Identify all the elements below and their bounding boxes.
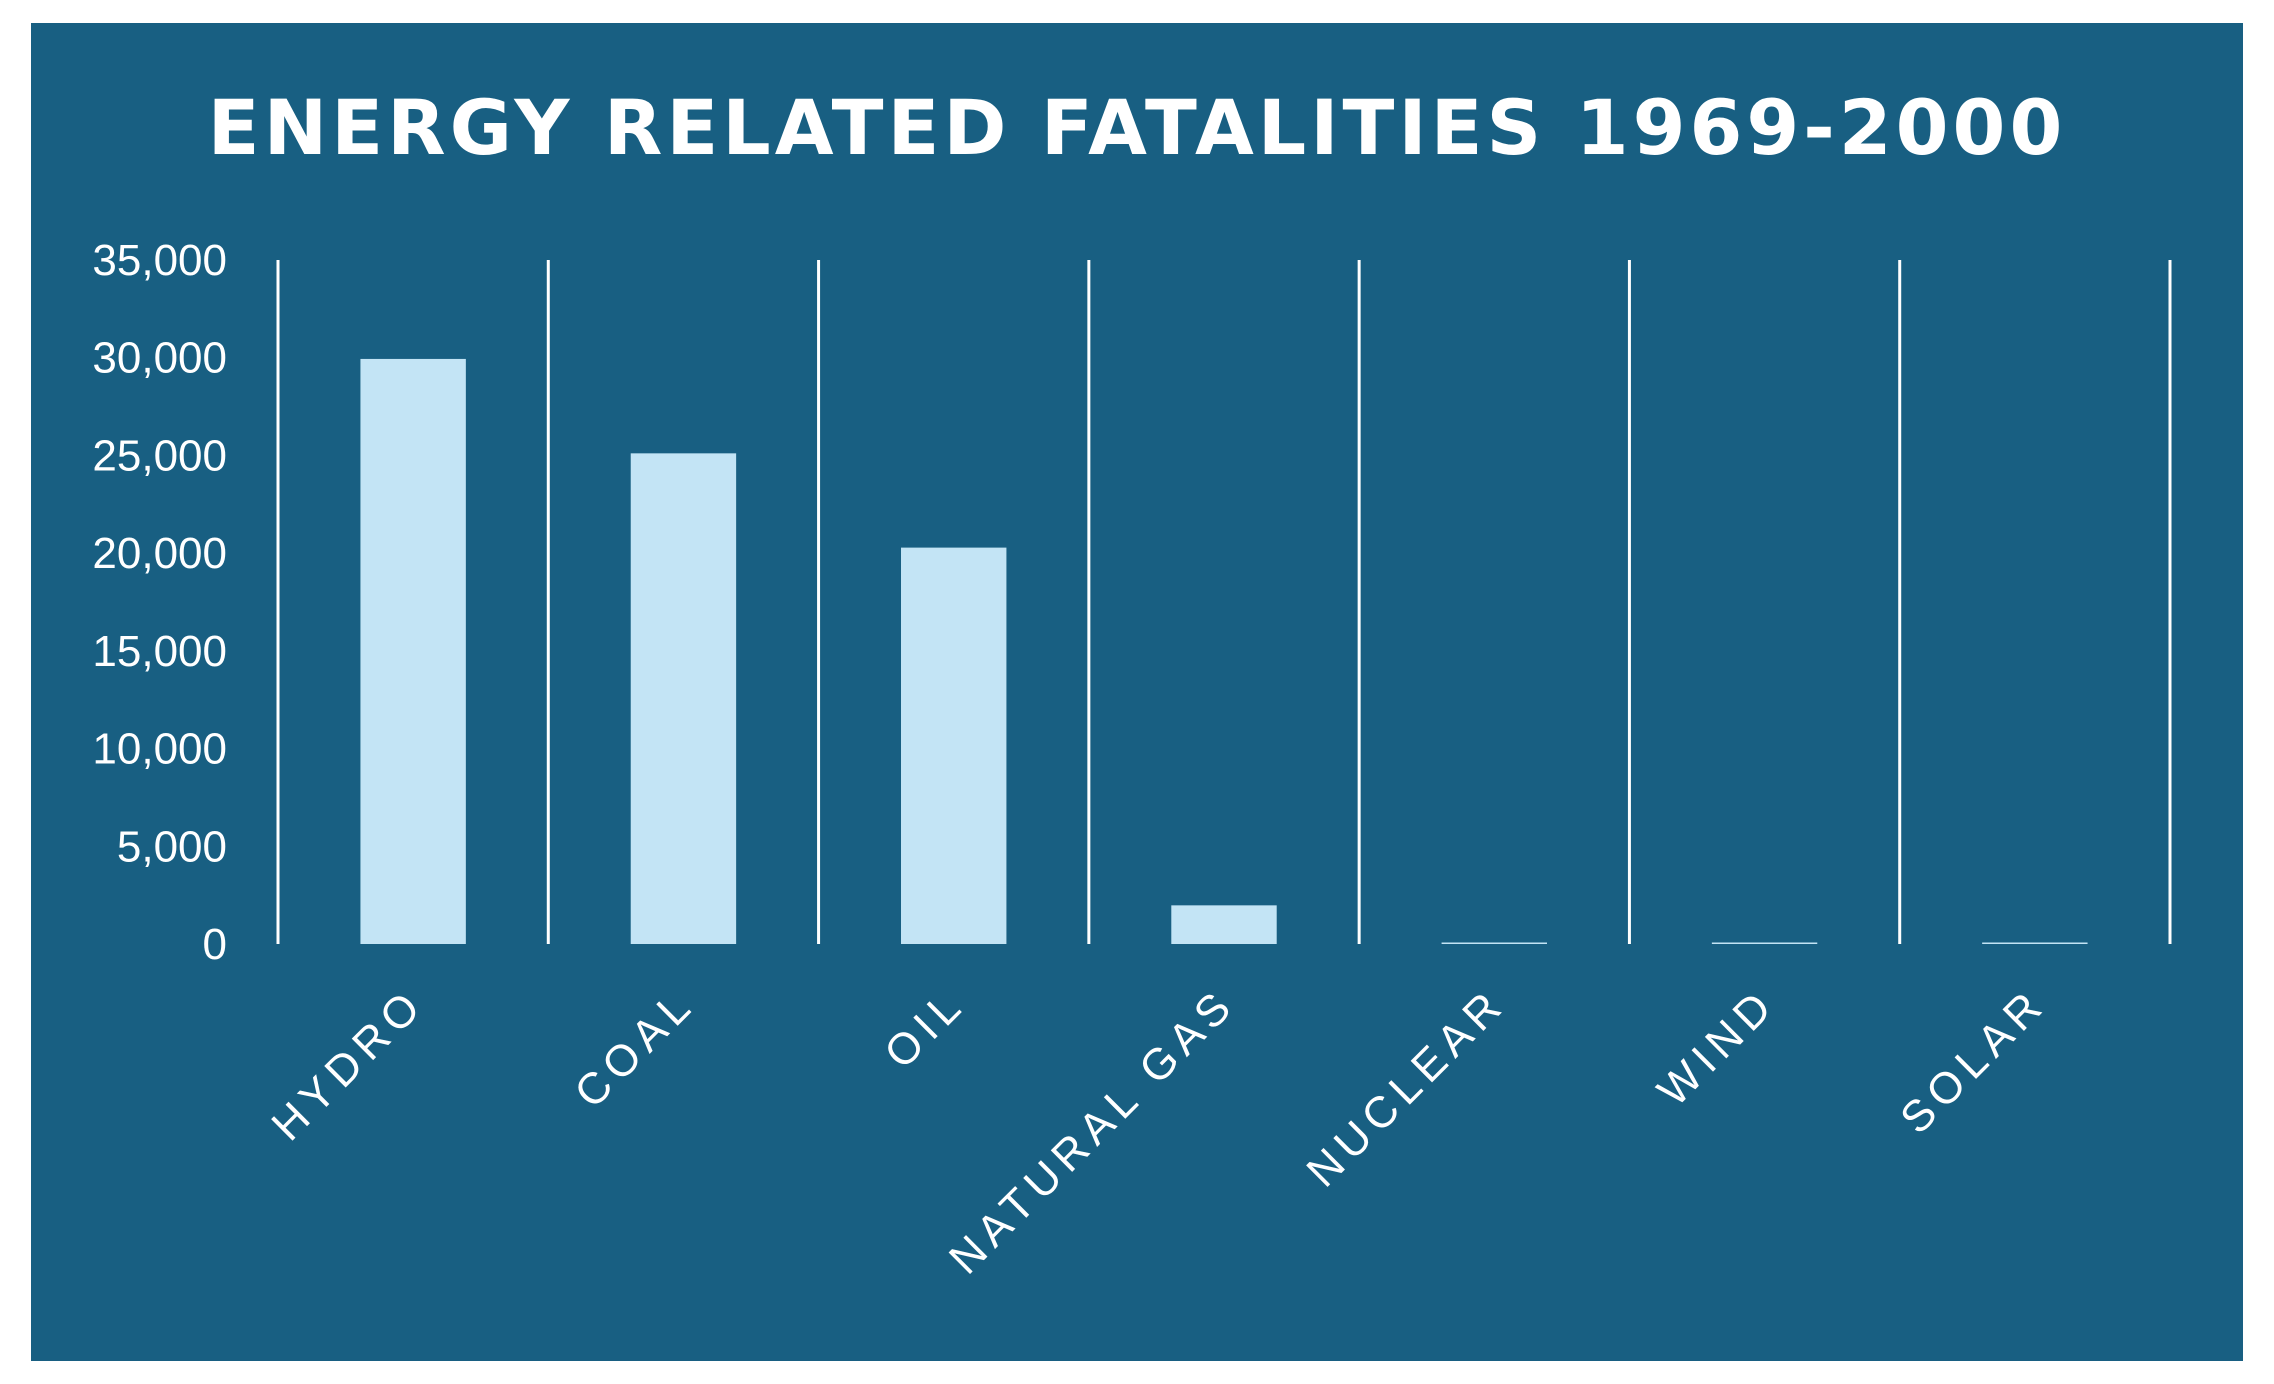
bar-solar <box>1982 942 2088 944</box>
bar-hydro <box>360 358 466 945</box>
bar-wind <box>1711 942 1818 944</box>
bar-chart: ENERGY RELATED FATALITIES 1969-2000 0 5,0… <box>31 23 2243 1361</box>
y-axis-labels: 0 5,000 10,000 15,000 20,000 25,000 30,000 35,0… <box>92 236 227 969</box>
bar-oil <box>901 547 1007 944</box>
category-separators <box>276 260 2172 944</box>
y-tick-label: 0 <box>203 920 227 969</box>
bar-coal <box>630 453 737 944</box>
y-tick-label: 10,000 <box>92 725 227 774</box>
bar-natural-gas <box>1171 905 1277 944</box>
y-tick-label: 20,000 <box>92 529 227 578</box>
y-tick-label: 25,000 <box>92 431 227 480</box>
y-tick-label: 5,000 <box>117 822 227 871</box>
chart-frame: ENERGY RELATED FATALITIES 1969-2000 0 5,0… <box>31 23 2243 1361</box>
bars <box>360 358 2088 945</box>
bar-nuclear <box>1441 942 1547 944</box>
y-tick-label: 30,000 <box>92 334 227 383</box>
y-tick-label: 15,000 <box>92 627 227 676</box>
chart-title: ENERGY RELATED FATALITIES 1969-2000 <box>208 83 2067 172</box>
y-tick-label: 35,000 <box>92 236 227 285</box>
